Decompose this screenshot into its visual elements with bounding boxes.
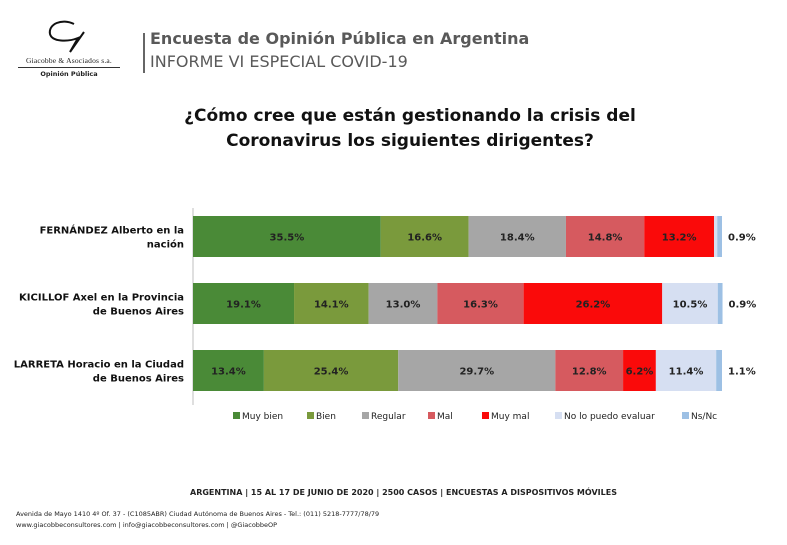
bar-segment-muy-bien	[193, 350, 264, 391]
bar-segment-muy-mal	[644, 216, 715, 257]
legend-swatch	[682, 412, 689, 419]
chart-title-line: ¿Cómo cree que están gestionando la cris…	[184, 106, 636, 126]
bar-segment-mal	[555, 350, 624, 391]
legend-label: Ns/Nc	[691, 412, 717, 422]
legend-swatch	[482, 412, 489, 419]
data-label: 0.9%	[728, 233, 756, 244]
legend-swatch	[233, 412, 240, 419]
survey-info: ARGENTINA | 15 AL 17 DE JUNIO DE 2020 | …	[190, 488, 617, 497]
data-label: 25.4%	[314, 367, 349, 378]
data-label: 0.9%	[729, 300, 757, 311]
category-label: FERNÁNDEZ Alberto en la	[40, 224, 184, 237]
report-title: Encuesta de Opinión Pública en Argentina	[150, 29, 530, 48]
data-label: 13.4%	[211, 367, 246, 378]
bar-segment-ns-nc	[717, 283, 723, 324]
data-label: 16.3%	[463, 300, 498, 311]
category-label: LARRETA Horacio en la Ciudad	[14, 360, 184, 371]
legend-label: Muy bien	[242, 412, 283, 422]
bar-segment-no-lo-puedo-evaluar	[714, 216, 718, 257]
bar-segment-bien	[294, 283, 369, 324]
legend-swatch	[555, 412, 562, 419]
data-label: 26.2%	[576, 300, 611, 311]
data-label: 29.7%	[459, 367, 494, 378]
header-divider	[143, 33, 145, 73]
data-label: 1.1%	[728, 367, 756, 378]
chart-title-line: Coronavirus los siguientes dirigentes?	[226, 131, 594, 151]
bar-segment-no-lo-puedo-evaluar	[662, 283, 718, 324]
legend-label: Bien	[316, 412, 336, 422]
logo-mark-icon	[48, 20, 85, 53]
stacked-bar-chart: FERNÁNDEZ Alberto en la nación 35.5% 16.6% 1…	[14, 208, 757, 422]
category-label: de Buenos Aires	[93, 374, 184, 385]
legend-label: Mal	[437, 412, 453, 422]
footer-address: Avenida de Mayo 1410 4º Of. 37 - (C1085A…	[16, 510, 380, 518]
data-label: 16.6%	[407, 233, 442, 244]
footer-contact: Avenida de Mayo 1410 4º Of. 37 - (C1085A…	[16, 509, 379, 531]
category-label: KICILLOF Axel en la Provincia	[19, 293, 184, 304]
bar-segment-bien	[263, 350, 399, 391]
data-label: 11.4%	[669, 367, 704, 378]
legend-label: No lo puedo evaluar	[564, 412, 655, 422]
data-label: 14.1%	[314, 300, 349, 311]
footer-links: www.giacobbeconsultores.com | info@giaco…	[16, 521, 278, 529]
bar-segment-regular	[398, 350, 556, 391]
bar-segment-bien	[380, 216, 469, 257]
bar-segment-mal	[437, 283, 524, 324]
category-label: nación	[147, 239, 184, 251]
logo-subtitle: Opinión Pública	[40, 70, 98, 78]
logo-firm-name: Giacobbe & Asociados s.a.	[18, 56, 120, 68]
bar-segment-ns-nc	[716, 350, 722, 391]
bar-segment-muy-bien	[193, 216, 381, 257]
data-label: 13.2%	[662, 233, 697, 244]
bar-segment-regular	[368, 283, 438, 324]
legend-label: Muy mal	[491, 412, 529, 422]
data-label: 6.2%	[626, 367, 654, 378]
legend-swatch	[307, 412, 314, 419]
data-label: 12.8%	[572, 367, 607, 378]
data-label: 14.8%	[588, 233, 623, 244]
legend-label: Regular	[371, 412, 406, 422]
data-label: 35.5%	[270, 233, 305, 244]
bar-segment-regular	[468, 216, 566, 257]
data-label: 18.4%	[500, 233, 535, 244]
category-label: de Buenos Aires	[93, 307, 184, 318]
bar-segment-muy-mal	[623, 350, 656, 391]
data-label: 10.5%	[673, 300, 708, 311]
chart-title: ¿Cómo cree que están gestionando la cris…	[150, 104, 670, 154]
data-label: 13.0%	[386, 300, 421, 311]
bar-segment-muy-bien	[193, 283, 295, 324]
data-label: 19.1%	[226, 300, 261, 311]
report-subtitle: INFORME VI ESPECIAL COVID-19	[150, 52, 408, 71]
bar-segment-muy-mal	[523, 283, 663, 324]
bar-segment-mal	[565, 216, 645, 257]
bar-segment-no-lo-puedo-evaluar	[655, 350, 717, 391]
company-logo: Giacobbe & Asociados s.a. Opinión Públic…	[18, 18, 120, 78]
legend-swatch	[428, 412, 435, 419]
bar-segment-ns-nc	[717, 216, 722, 257]
legend-swatch	[362, 412, 369, 419]
